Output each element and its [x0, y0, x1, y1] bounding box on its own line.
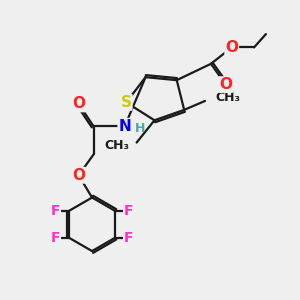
Text: CH₃: CH₃ — [104, 139, 129, 152]
Text: F: F — [51, 231, 60, 245]
Text: O: O — [72, 168, 85, 183]
Text: S: S — [121, 95, 132, 110]
Text: O: O — [219, 77, 232, 92]
Text: N: N — [118, 119, 131, 134]
Text: H: H — [135, 122, 146, 135]
Text: O: O — [72, 96, 85, 111]
Text: O: O — [225, 40, 238, 55]
Text: F: F — [124, 204, 133, 218]
Text: F: F — [51, 204, 60, 218]
Text: F: F — [124, 231, 133, 245]
Text: CH₃: CH₃ — [215, 92, 240, 104]
